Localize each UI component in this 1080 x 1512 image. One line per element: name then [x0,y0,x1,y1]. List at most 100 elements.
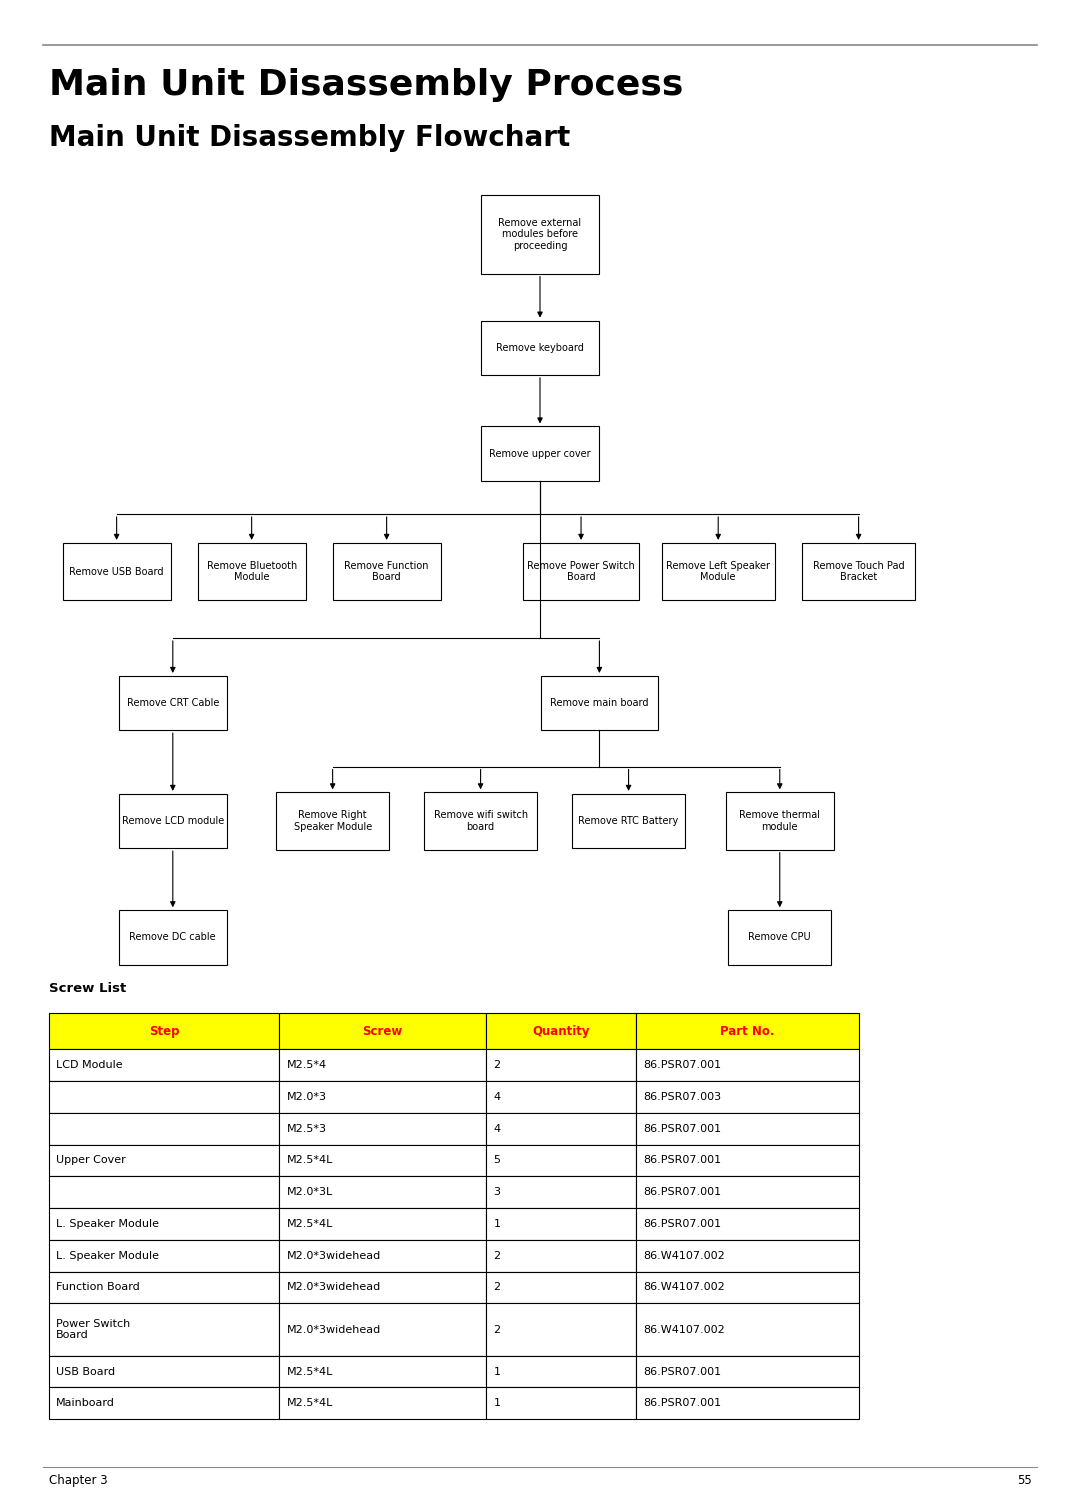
Bar [280,1176,486,1208]
Text: 86.PSR07.001: 86.PSR07.001 [644,1123,721,1134]
Bar [636,1208,859,1240]
Text: USB Board: USB Board [56,1367,116,1376]
Bar [49,1356,280,1388]
Text: Remove LCD module: Remove LCD module [122,816,224,826]
Bar [636,1272,859,1303]
Text: Upper Cover: Upper Cover [56,1155,126,1166]
Bar [636,1049,859,1081]
Bar [280,1145,486,1176]
Text: M2.5*4L: M2.5*4L [287,1399,334,1408]
Text: LCD Module: LCD Module [56,1060,123,1070]
Text: M2.5*4L: M2.5*4L [287,1155,334,1166]
FancyBboxPatch shape [661,543,775,600]
Bar [280,1049,486,1081]
FancyBboxPatch shape [572,794,686,848]
Bar [280,1388,486,1420]
Text: Function Board: Function Board [56,1282,140,1293]
FancyBboxPatch shape [481,426,599,481]
Bar [486,1145,636,1176]
Bar [49,1176,280,1208]
Text: Remove Function
Board: Remove Function Board [345,561,429,582]
Text: 86.PSR07.001: 86.PSR07.001 [644,1219,721,1229]
Bar [636,1176,859,1208]
Text: M2.0*3widehead: M2.0*3widehead [287,1250,381,1261]
Bar [636,1081,859,1113]
Text: Chapter 3: Chapter 3 [49,1474,107,1488]
Text: 1: 1 [494,1399,500,1408]
Text: L. Speaker Module: L. Speaker Module [56,1219,159,1229]
Text: Remove thermal
module: Remove thermal module [739,810,821,832]
Bar [49,1208,280,1240]
FancyBboxPatch shape [63,543,171,600]
Bar [636,1240,859,1272]
Bar [486,1013,636,1049]
Bar [49,1013,280,1049]
Text: 2: 2 [494,1325,501,1335]
FancyBboxPatch shape [729,910,832,965]
Bar [636,1356,859,1388]
Bar [49,1049,280,1081]
Text: Remove Bluetooth
Module: Remove Bluetooth Module [206,561,297,582]
Text: Remove upper cover: Remove upper cover [489,449,591,458]
Bar [486,1113,636,1145]
Text: 86.W4107.002: 86.W4107.002 [644,1250,725,1261]
Text: 86.PSR07.001: 86.PSR07.001 [644,1367,721,1376]
Bar [280,1081,486,1113]
FancyBboxPatch shape [119,794,227,848]
Text: 86.PSR07.001: 86.PSR07.001 [644,1187,721,1198]
Text: Remove external
modules before
proceeding: Remove external modules before proceedin… [499,218,581,251]
Bar [486,1176,636,1208]
Text: Remove Right
Speaker Module: Remove Right Speaker Module [294,810,372,832]
Bar [49,1388,280,1420]
Text: 3: 3 [494,1187,500,1198]
FancyBboxPatch shape [523,543,639,600]
Bar [280,1240,486,1272]
Text: M2.5*3: M2.5*3 [287,1123,327,1134]
FancyBboxPatch shape [802,543,916,600]
Bar [486,1081,636,1113]
FancyBboxPatch shape [424,792,538,850]
Text: 86.W4107.002: 86.W4107.002 [644,1282,725,1293]
Text: M2.5*4: M2.5*4 [287,1060,327,1070]
Text: 86.W4107.002: 86.W4107.002 [644,1325,725,1335]
Text: 4: 4 [494,1092,501,1102]
Text: 86.PSR07.003: 86.PSR07.003 [644,1092,721,1102]
Bar [486,1388,636,1420]
Bar [280,1356,486,1388]
Text: 4: 4 [494,1123,501,1134]
Text: Remove Touch Pad
Bracket: Remove Touch Pad Bracket [813,561,904,582]
Text: Remove wifi switch
board: Remove wifi switch board [433,810,528,832]
Bar [280,1303,486,1356]
Bar [486,1356,636,1388]
Bar [49,1081,280,1113]
Bar [280,1113,486,1145]
Bar [280,1208,486,1240]
Bar [49,1113,280,1145]
Text: M2.0*3L: M2.0*3L [287,1187,334,1198]
Bar [636,1113,859,1145]
Text: Remove CRT Cable: Remove CRT Cable [126,699,219,708]
Bar [636,1303,859,1356]
FancyBboxPatch shape [726,792,834,850]
Text: M2.5*4L: M2.5*4L [287,1219,334,1229]
Bar [49,1272,280,1303]
Text: Main Unit Disassembly Flowchart: Main Unit Disassembly Flowchart [49,124,570,153]
FancyBboxPatch shape [119,910,227,965]
Text: M2.0*3widehead: M2.0*3widehead [287,1282,381,1293]
FancyBboxPatch shape [333,543,441,600]
Text: Power Switch
Board: Power Switch Board [56,1318,131,1340]
Text: 2: 2 [494,1060,501,1070]
Text: Mainboard: Mainboard [56,1399,116,1408]
Bar [49,1240,280,1272]
Text: 2: 2 [494,1282,501,1293]
Text: 5: 5 [494,1155,500,1166]
FancyBboxPatch shape [481,195,599,274]
Text: Screw List: Screw List [49,981,126,995]
Bar [636,1145,859,1176]
Text: M2.0*3: M2.0*3 [287,1092,327,1102]
Text: Remove Left Speaker
Module: Remove Left Speaker Module [666,561,770,582]
FancyBboxPatch shape [541,676,658,730]
Bar [486,1272,636,1303]
Text: 1: 1 [494,1367,500,1376]
Bar [280,1272,486,1303]
